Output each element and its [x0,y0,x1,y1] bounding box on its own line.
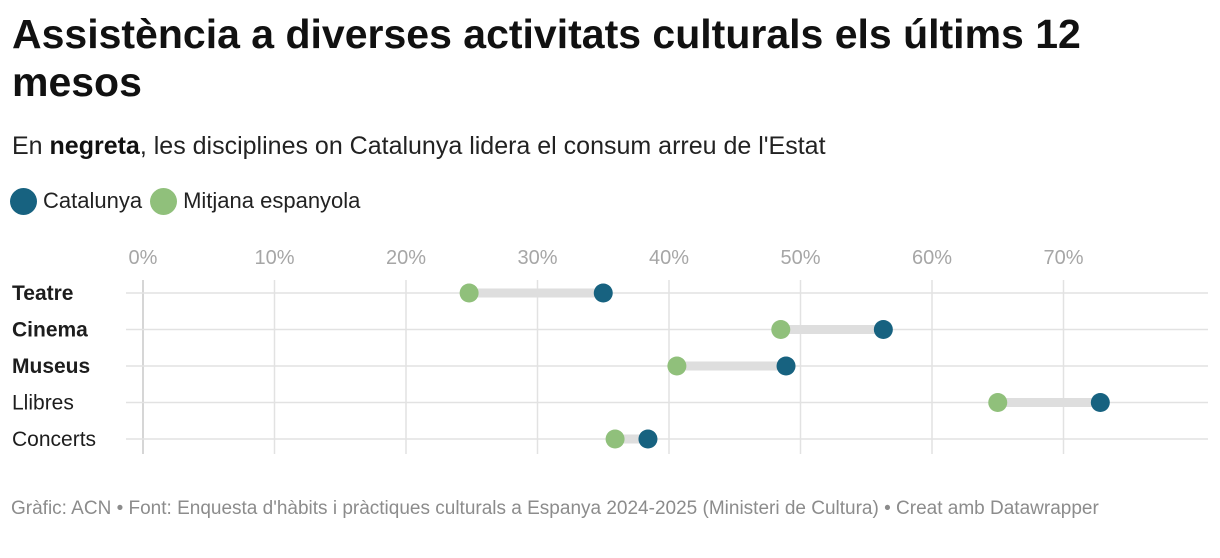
chart-footer: Gràfic: ACN • Font: Enquesta d'hàbits i … [11,498,1099,519]
x-tick-label: 50% [780,247,820,269]
x-tick-label: 30% [517,247,557,269]
x-tick-label: 10% [254,247,294,269]
dot-mitjana-espanyola [605,429,625,449]
dot-mitjana-espanyola [771,320,791,339]
dot-mitjana-espanyola [988,393,1008,412]
category-label: Teatre [12,282,73,305]
subtitle-suffix: , les disciplines on Catalunya lidera el… [139,132,826,160]
dot-mitjana-espanyola [459,283,479,303]
category-label: Museus [12,355,90,378]
x-tick-label: 0% [129,247,158,269]
dot-range-chart: 0% 10% 20% 30% 40% 50% 60% 70% Teatre Cinema Museu… [12,247,1208,454]
legend-swatch-catalunya [10,187,37,215]
dot-catalunya [593,283,613,303]
dot-catalunya [776,356,796,376]
legend-swatch-mitjana-espanyola [150,187,178,215]
legend-label-catalunya: Catalunya [43,188,143,213]
dot-mitjana-espanyola [667,356,687,376]
subtitle-prefix: En [12,132,50,160]
legend-item-catalunya: Catalunya [10,186,142,216]
chart-title: Assistència a diverses activitats cultur… [12,11,1081,105]
dot-catalunya [638,429,658,449]
x-tick-label: 20% [386,247,426,269]
legend-label-mitjana-espanyola: Mitjana espanyola [183,188,361,213]
legend-item-mitjana-espanyola: Mitjana espanyola [150,186,360,216]
dot-catalunya [1090,393,1110,412]
x-tick-label: 40% [649,247,689,269]
chart-subtitle: En negreta, les disciplines on Catalunya… [12,129,826,163]
category-label: Concerts [12,428,96,451]
category-label: Cinema [12,319,88,342]
category-label: Llibres [12,392,74,415]
legend: Catalunya Mitjana espanyola [10,186,368,216]
x-tick-label: 70% [1043,247,1083,269]
x-tick-label: 60% [912,247,952,269]
dot-catalunya [873,320,893,339]
subtitle-bold: negreta [49,132,140,160]
